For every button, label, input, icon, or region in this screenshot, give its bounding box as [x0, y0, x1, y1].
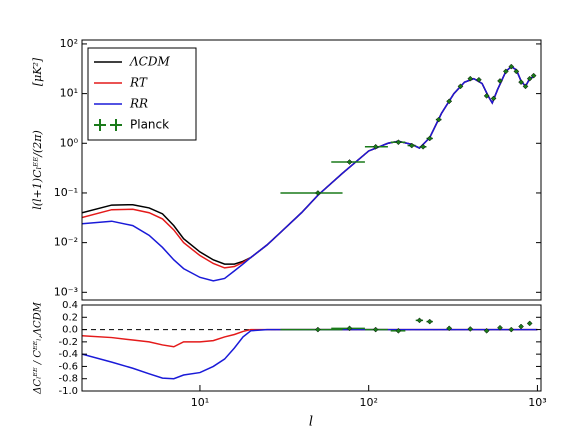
y-tick-label: -1.0 [58, 386, 78, 397]
data-point [530, 72, 537, 79]
y-tick-label: -0.2 [58, 337, 78, 348]
data-point [467, 326, 474, 332]
data-point [503, 68, 509, 75]
series-line [82, 328, 538, 348]
y-axis-unit: [μK²] [31, 57, 44, 86]
data-point [346, 325, 353, 332]
x-tick-label: 10² [359, 396, 377, 409]
data-point [526, 320, 533, 327]
y-tick-label: 0.0 [62, 325, 78, 336]
legend-label: ΛCDM [129, 55, 170, 69]
data-point [420, 143, 426, 150]
legend-label: RT [129, 76, 148, 90]
plot-area [82, 63, 537, 282]
data-point [372, 326, 379, 333]
plot-area [82, 317, 541, 380]
data-point [513, 68, 520, 75]
data-point [457, 83, 464, 90]
x-tick-label: 10¹ [191, 396, 209, 409]
data-point [467, 75, 474, 82]
data-point [508, 63, 515, 70]
data-point [526, 75, 533, 82]
data-point [490, 95, 497, 102]
y-tick-label: 10⁻² [54, 236, 78, 249]
data-point [483, 93, 490, 99]
y-tick-label: 0.4 [62, 300, 78, 311]
data-point [476, 76, 482, 83]
data-point [508, 326, 515, 333]
data-point [395, 327, 402, 334]
data-point [497, 78, 503, 84]
y-tick-label: 10⁻¹ [54, 186, 78, 199]
data-point [315, 190, 321, 196]
data-point [497, 324, 503, 331]
series-line [82, 65, 535, 282]
data-point [446, 98, 453, 105]
data-point [446, 325, 453, 332]
axes-frame [81, 304, 542, 392]
data-point [483, 327, 490, 334]
y-tick-label: -0.8 [58, 374, 78, 385]
legend-label: Planck [130, 118, 169, 132]
y-axis-label: ΔCₗᴱᴱ / Cᴱᴱₗ,ΛCDM [33, 301, 44, 395]
y-tick-label: 10⁰ [60, 136, 79, 149]
y-tick-label: 10¹ [60, 87, 78, 100]
series-line [82, 328, 538, 380]
x-axis-label: l [309, 415, 313, 430]
data-point [346, 159, 353, 165]
y-tick-label: 10² [60, 37, 78, 50]
data-point [416, 317, 423, 324]
data-point [372, 143, 379, 150]
data-point [426, 135, 433, 142]
y-tick-label: -0.6 [58, 361, 78, 372]
data-point [435, 116, 442, 123]
y-tick-label: 10⁻³ [54, 285, 78, 298]
data-point [395, 139, 402, 146]
legend: ΛCDM RT RR Planck [87, 47, 197, 141]
data-point [518, 323, 524, 330]
axes-frame [81, 39, 542, 301]
legend-label: RR [129, 97, 148, 111]
y-tick-label: -0.4 [58, 349, 78, 360]
y-axis-label: l(l+1)Cₗᴱᴱ/(2π) [31, 130, 44, 210]
data-point [518, 79, 524, 86]
data-point [522, 83, 529, 90]
y-tick-label: 0.2 [62, 312, 78, 323]
data-point [426, 318, 433, 325]
x-tick-label: 10³ [528, 396, 546, 409]
data-point [315, 326, 321, 333]
data-point [408, 142, 415, 149]
